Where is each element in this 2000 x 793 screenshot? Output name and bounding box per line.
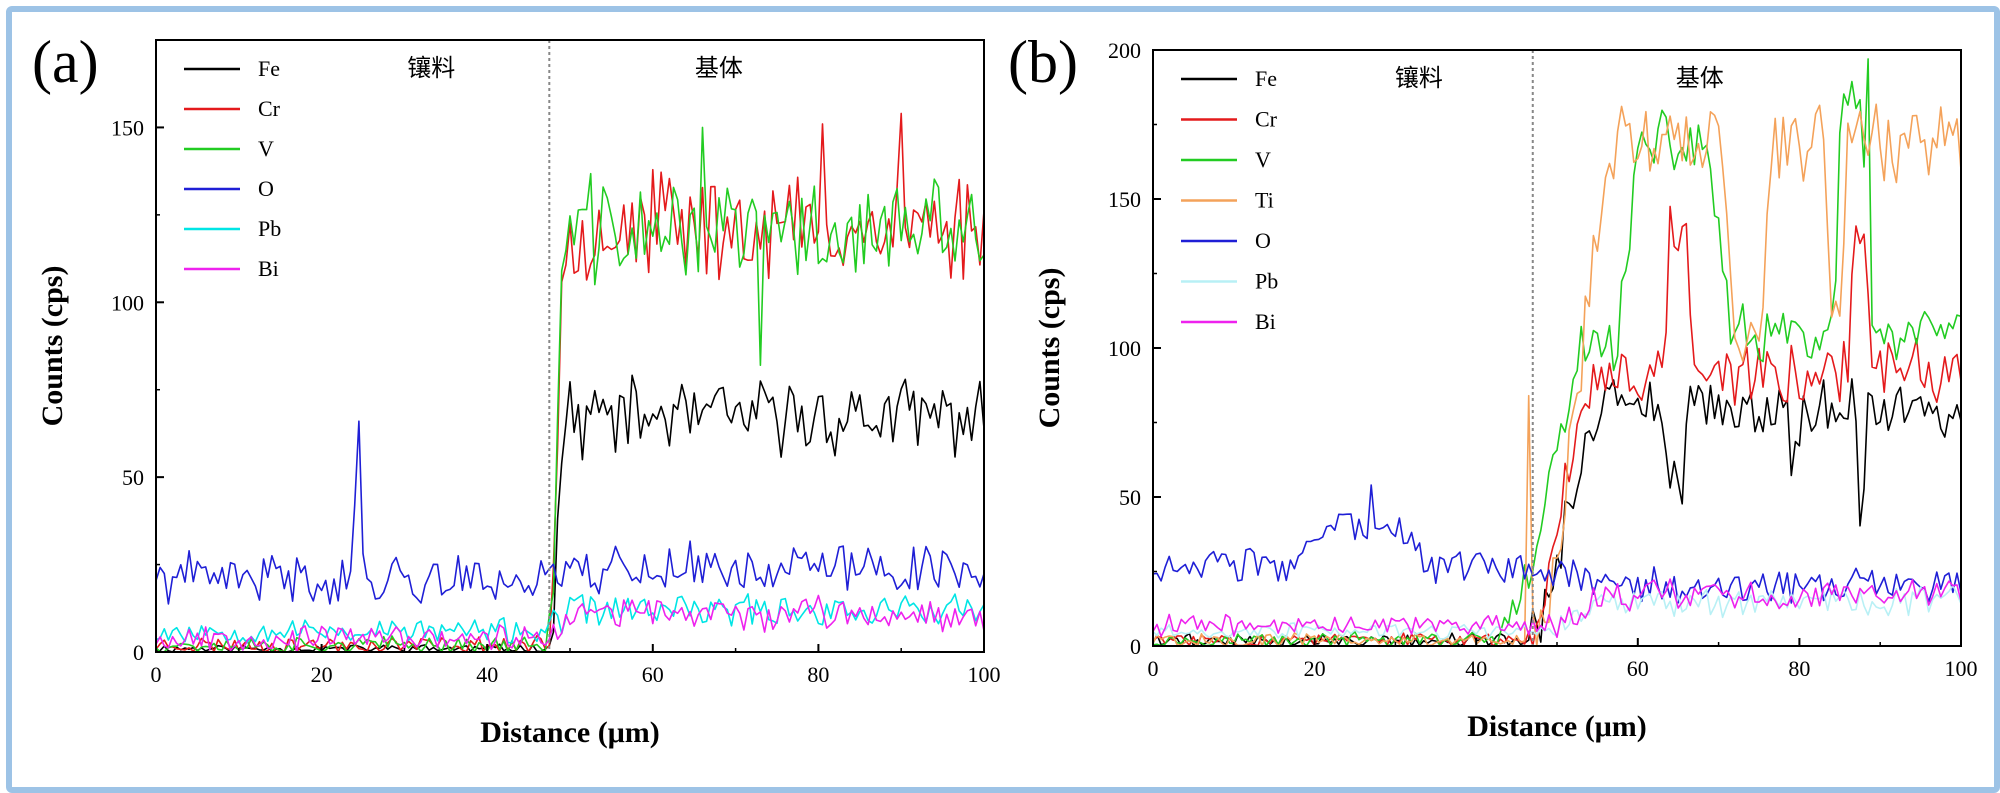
x-axis-label: Distance (μm) (480, 716, 659, 749)
figure-canvas: 0 20 40 60 80 100 0 50 100 150 Distance (μm) Counts… (32, 29, 1978, 749)
series-line-fe (1153, 378, 1961, 646)
legend-label-fe: Fe (258, 56, 280, 81)
legend-label-pb: Pb (258, 216, 281, 241)
figure-frame: 0 20 40 60 80 100 0 50 100 150 Distance (μm) Counts… (6, 6, 2000, 793)
legend-label-o: O (258, 176, 274, 201)
y-axis-label: Counts (cps) (1033, 268, 1066, 429)
legend: Fe Cr VO Pb Bi (184, 56, 281, 281)
region-label-left: 镶料 (1395, 65, 1443, 92)
y-tick-label: 150 (1108, 187, 1141, 212)
x-tick-label: 20 (1304, 656, 1326, 681)
legend-label-cr: Cr (258, 96, 281, 121)
x-tick-label: 60 (642, 662, 664, 687)
series-line-fe (156, 374, 984, 652)
x-tick-label: 40 (476, 662, 498, 687)
series-line-pb (156, 593, 984, 644)
x-tick-label: 40 (1465, 656, 1487, 681)
x-tick-label: 20 (311, 662, 333, 687)
region-label-right: 基体 (1676, 65, 1724, 92)
plot-area (155, 39, 985, 653)
series-line-o (156, 420, 984, 605)
y-tick-label: 100 (111, 290, 144, 315)
y-tick-label: 0 (133, 640, 144, 665)
panel-label: (b) (1008, 29, 1078, 95)
legend-label-pb: Pb (1255, 269, 1278, 294)
y-tick-label: 150 (111, 115, 144, 140)
x-tick-label: 60 (1627, 656, 1649, 681)
series-line-ti (1153, 103, 1961, 646)
x-tick-label: 0 (1148, 656, 1159, 681)
x-tick-label: 100 (968, 662, 1001, 687)
legend-label-v: V (258, 136, 274, 161)
y-tick-label: 0 (1130, 634, 1141, 659)
x-tick-label: 80 (1788, 656, 1810, 681)
legend-label-bi: Bi (258, 256, 279, 281)
y-tick-label: 100 (1108, 336, 1141, 361)
series-line-v (156, 126, 984, 652)
chart-panel-a: 0 20 40 60 80 100 0 50 100 150 Distance (μm) Counts… (32, 29, 1001, 749)
y-tick-label: 50 (1119, 485, 1141, 510)
chart-panel-b: 0 20 40 60 80 100 0 50 100 150 200 Distance (μm) Cou… (1008, 29, 1978, 743)
legend-label-bi: Bi (1255, 309, 1276, 334)
region-label-left: 镶料 (407, 55, 455, 82)
series-line-v (1153, 58, 1961, 646)
y-axis-label: Counts (cps) (36, 266, 69, 427)
legend-label-cr: Cr (1255, 107, 1278, 132)
legend-label-v: V (1255, 147, 1271, 172)
series-line-pb (1153, 584, 1961, 640)
x-tick-label: 80 (807, 662, 829, 687)
legend-label-o: O (1255, 228, 1271, 253)
series-group (156, 112, 984, 652)
x-axis-label: Distance (μm) (1467, 710, 1646, 743)
series-group (1153, 58, 1961, 646)
series-line-o (1153, 484, 1961, 604)
panel-label: (a) (32, 29, 99, 95)
x-tick-label: 0 (151, 662, 162, 687)
legend-label-ti: Ti (1255, 188, 1274, 213)
series-line-bi (156, 594, 984, 652)
y-tick-label: 50 (122, 465, 144, 490)
legend-label-fe: Fe (1255, 66, 1277, 91)
y-tick-label: 200 (1108, 38, 1141, 63)
legend: Fe Cr V Ti O Pb Bi (1181, 66, 1278, 334)
series-line-bi (1153, 578, 1961, 639)
region-label-right: 基体 (695, 55, 743, 82)
x-tick-label: 100 (1945, 656, 1978, 681)
